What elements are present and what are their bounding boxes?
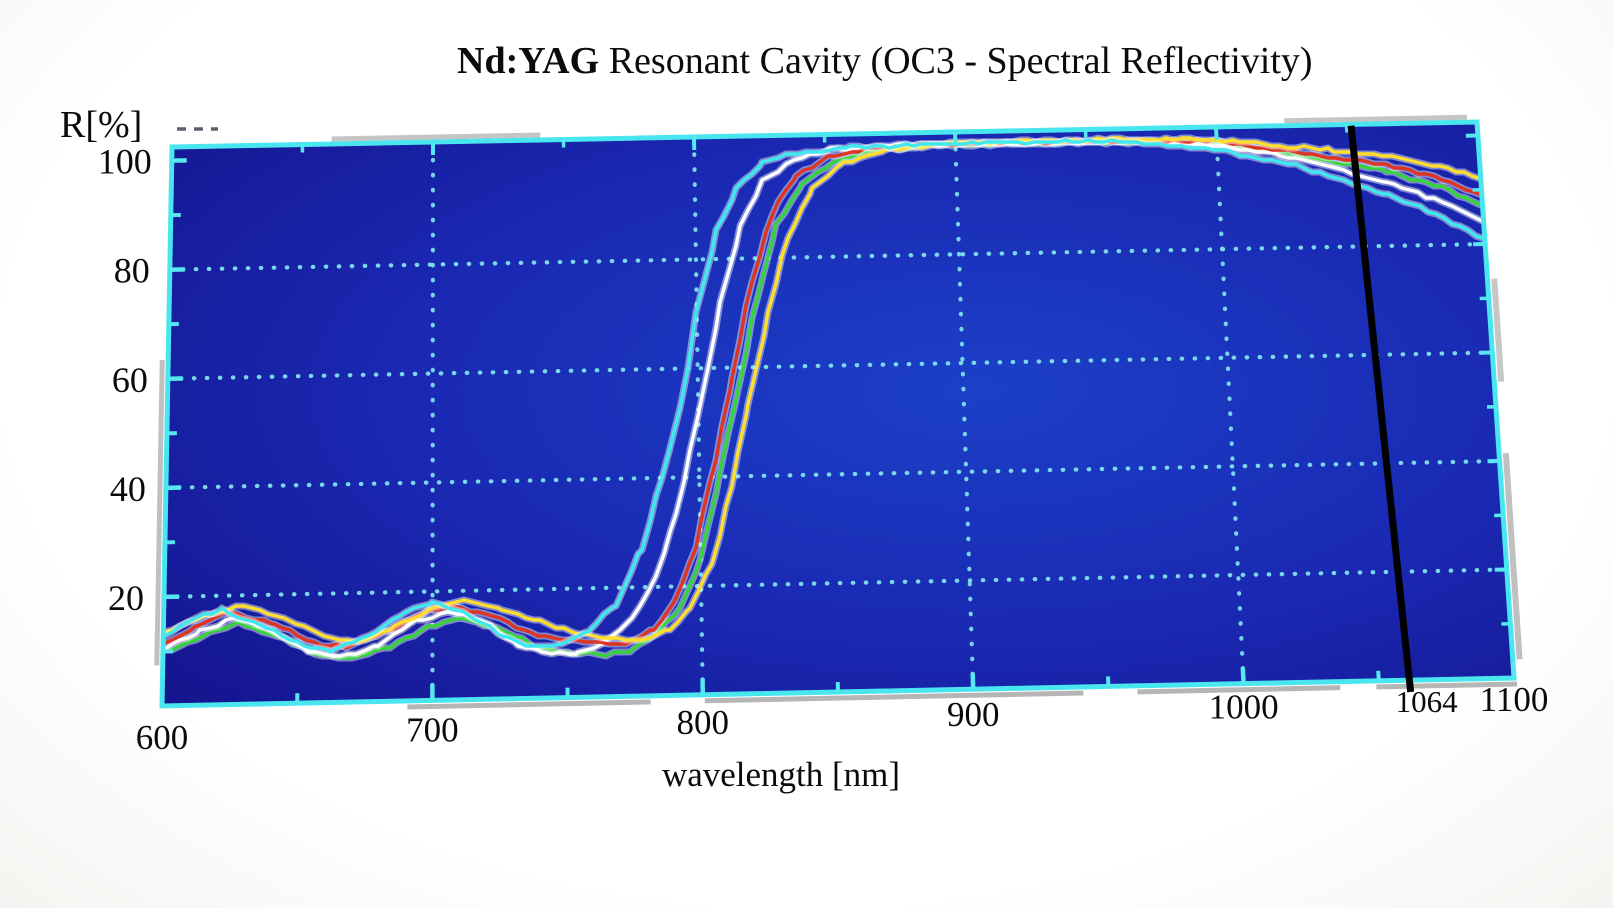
axis-ticks (162, 121, 1517, 704)
x-tick-labels: 600 700 800 900 1000 1100 1064 (136, 680, 1549, 757)
curve-#ffdf2b (162, 136, 1483, 644)
x-tick-label-600: 600 (136, 718, 189, 757)
y-tick-label-60: 60 (112, 360, 148, 400)
y-tick-label-40: 40 (110, 469, 146, 509)
gridlines (161, 124, 1509, 703)
x-tick-label-800: 800 (677, 703, 730, 742)
curves (162, 134, 1489, 662)
x-tick-label-700: 700 (406, 710, 459, 749)
plot-area (162, 122, 1514, 706)
chart-title-rest: Resonant Cavity (OC3 - Spectral Reflecti… (599, 40, 1312, 82)
x-tick-label-1100: 1100 (1480, 680, 1549, 719)
y-axis-title: R[%] (60, 104, 142, 146)
curve-#ffffff (162, 138, 1486, 658)
y-tick-label-100: 100 (98, 142, 152, 182)
y-tick-label-20: 20 (108, 578, 144, 618)
y-tick-label-80: 80 (114, 251, 150, 291)
curve-#3ee9f0 (162, 138, 1487, 654)
y-tick-labels: 20 40 60 80 100 (98, 142, 152, 618)
x-tick-label-1000: 1000 (1209, 688, 1279, 727)
chart-title-bold: Nd:YAG (457, 40, 599, 82)
x-axis-title: wavelength [nm] (662, 755, 900, 794)
chart-title: Nd:YAG Resonant Cavity (OC3 - Spectral R… (457, 40, 1313, 82)
marker-line-1064nm (1347, 125, 1415, 693)
x-tick-label-marker: 1064 (1396, 684, 1459, 719)
photo-shadow-fragments (154, 114, 1523, 710)
x-tick-label-900: 900 (947, 695, 1000, 734)
